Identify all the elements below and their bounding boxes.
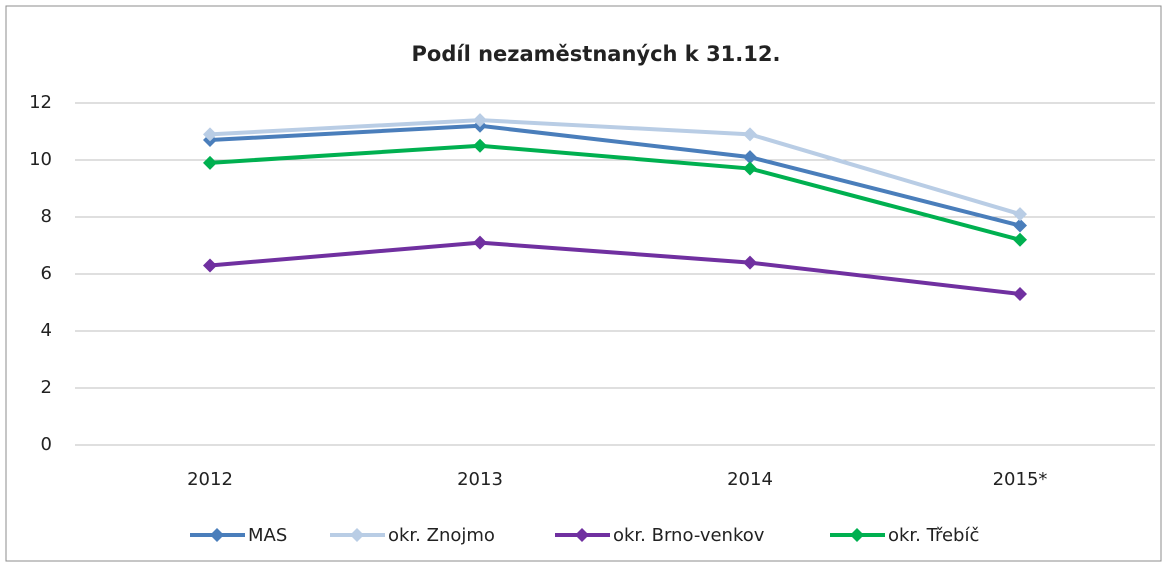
marker [743, 161, 757, 176]
marker [1013, 232, 1027, 247]
y-tick-label: 6 [41, 263, 52, 284]
marker [1013, 286, 1027, 301]
marker [1013, 207, 1027, 222]
marker [1013, 218, 1027, 233]
series-line [209, 240, 1021, 296]
x-tick-label: 2012 [187, 469, 233, 490]
x-tick-label: 2013 [457, 469, 503, 490]
y-tick-label: 10 [29, 149, 52, 170]
marker [473, 138, 487, 153]
legend-marker [210, 528, 224, 542]
legend-marker [350, 528, 364, 542]
y-tick-label: 8 [41, 206, 52, 227]
chart-border [5, 5, 1162, 562]
x-tick-label: 2015* [993, 469, 1048, 490]
marker [743, 255, 757, 270]
legend-label: okr. Brno-venkov [613, 525, 765, 546]
legend-marker [575, 528, 589, 542]
marker [743, 150, 757, 165]
legend-label: okr. Znojmo [388, 525, 495, 546]
x-tick-label: 2014 [727, 469, 773, 490]
marker [473, 235, 487, 250]
chart-title: Podíl nezaměstnaných k 31.12. [412, 42, 781, 66]
series-line [209, 143, 1021, 242]
marker [203, 258, 217, 273]
legend-marker [850, 528, 864, 542]
marker [743, 127, 757, 142]
marker [203, 155, 217, 170]
legend-label: MAS [248, 525, 287, 546]
series-line [209, 123, 1021, 228]
y-tick-label: 0 [41, 434, 52, 455]
legend-label: okr. Třebíč [888, 525, 979, 546]
marker [473, 113, 487, 128]
series-line [209, 118, 1021, 217]
y-tick-label: 4 [41, 320, 52, 341]
y-tick-label: 2 [41, 377, 52, 398]
y-tick-label: 12 [29, 92, 52, 113]
marker [203, 127, 217, 142]
